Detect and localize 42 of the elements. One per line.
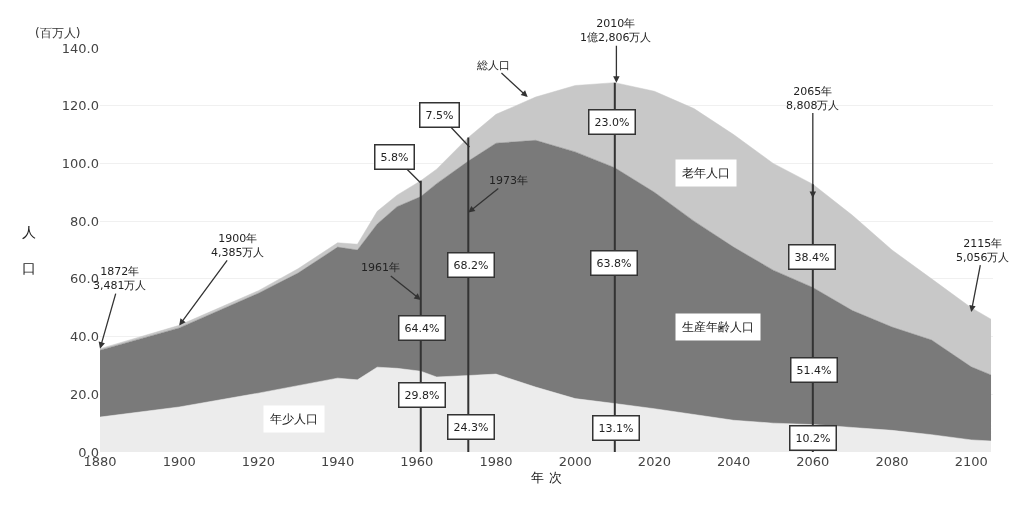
annotation: 23.0% — [594, 115, 630, 129]
annotation: 68.2% — [453, 258, 489, 272]
y-tick-label: 100.0 — [61, 155, 99, 171]
x-tick-label: 2000 — [558, 454, 592, 469]
annotation: 1973年 — [489, 174, 528, 187]
annotation: 2115年 5,056万人 — [956, 237, 1010, 265]
annotation: 24.3% — [453, 420, 489, 434]
y-tick-label: 80.0 — [70, 213, 99, 229]
annotation: 7.5% — [425, 108, 454, 122]
annotation: 2065年 8,808万人 — [786, 85, 840, 113]
x-tick-label: 1960 — [400, 454, 434, 469]
annotation: 総人口 — [476, 59, 510, 72]
x-tick-label: 2040 — [717, 454, 751, 469]
x-tick-label: 1980 — [479, 454, 513, 469]
series-label: 老年人口 — [682, 166, 730, 180]
x-axis-title: 年 次 — [531, 469, 562, 485]
annotation: 51.4% — [796, 363, 832, 377]
text: (百万人) — [35, 26, 81, 40]
y-tick-label: 140.0 — [61, 40, 99, 56]
annotation: 64.4% — [404, 321, 440, 335]
annotation: 63.8% — [596, 256, 632, 270]
series-label: 年少人口 — [270, 412, 318, 426]
x-tick-label: 2100 — [954, 454, 988, 469]
annotation: 1961年 — [361, 261, 400, 274]
y-tick-label: 20.0 — [70, 386, 99, 402]
text: 人口 — [22, 224, 36, 277]
x-tick-label: 2020 — [637, 454, 671, 469]
x-tick-label: 1940 — [321, 454, 355, 469]
y-tick-label: 120.0 — [61, 98, 99, 114]
x-tick-label: 2060 — [796, 454, 830, 469]
series-label: 生産年齢人口 — [682, 320, 754, 334]
annotation: 2010年 1億2,806万人 — [580, 17, 652, 45]
annotation: 29.8% — [404, 388, 440, 402]
annotation: 10.2% — [795, 431, 831, 445]
annotation: 13.1% — [598, 421, 634, 435]
annotation: 38.4% — [794, 250, 830, 264]
annotation: 1900年 4,385万人 — [211, 232, 265, 260]
x-tick-label: 2080 — [875, 454, 909, 469]
y-tick-label: 40.0 — [70, 329, 99, 345]
annotation: 5.8% — [380, 150, 409, 164]
x-tick-label: 1920 — [241, 454, 275, 469]
x-tick-label: 1900 — [162, 454, 196, 469]
